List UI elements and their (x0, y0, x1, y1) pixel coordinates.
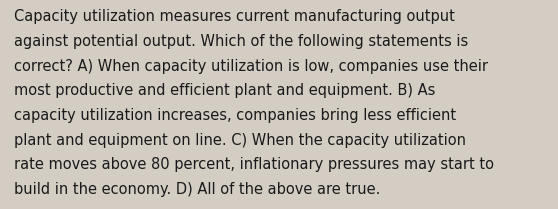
Text: correct? A) When capacity utilization is low, companies use their: correct? A) When capacity utilization is… (14, 59, 488, 74)
Text: build in the economy. D) All of the above are true.: build in the economy. D) All of the abov… (14, 182, 381, 197)
Text: against potential output. Which of the following statements is: against potential output. Which of the f… (14, 34, 468, 49)
Text: most productive and efficient plant and equipment. B) As: most productive and efficient plant and … (14, 83, 435, 98)
Text: Capacity utilization measures current manufacturing output: Capacity utilization measures current ma… (14, 9, 455, 24)
Text: rate moves above 80 percent, inflationary pressures may start to: rate moves above 80 percent, inflationar… (14, 157, 494, 172)
Text: capacity utilization increases, companies bring less efficient: capacity utilization increases, companie… (14, 108, 456, 123)
Text: plant and equipment on line. C) When the capacity utilization: plant and equipment on line. C) When the… (14, 133, 466, 148)
